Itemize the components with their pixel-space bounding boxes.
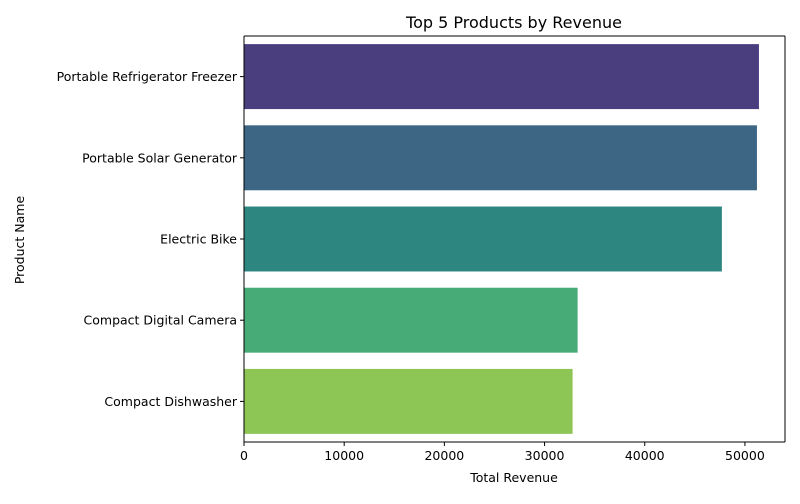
x-tick-label: 20000 [424, 448, 464, 463]
y-tick-label: Electric Bike [160, 232, 237, 247]
bar [244, 44, 759, 110]
chart-title: Top 5 Products by Revenue [405, 13, 622, 32]
y-tick-label: Compact Dishwasher [104, 394, 237, 409]
y-tick-label: Compact Digital Camera [84, 313, 237, 328]
x-tick-label: 50000 [725, 448, 765, 463]
x-tick-label: 40000 [625, 448, 665, 463]
x-axis-label: Total Revenue [469, 470, 558, 485]
x-tick-label: 0 [240, 448, 248, 463]
y-tick-label: Portable Refrigerator Freezer [57, 69, 238, 84]
bars-layer [244, 44, 759, 434]
bar [244, 287, 578, 353]
y-axis-label: Product Name [12, 196, 27, 285]
bar [244, 125, 757, 191]
bar [244, 368, 573, 434]
x-tick-label: 10000 [324, 448, 364, 463]
axes-layer: Portable Refrigerator Freezer Portable So… [57, 35, 786, 463]
y-tick-label: Portable Solar Generator [82, 150, 238, 165]
x-tick-label: 30000 [525, 448, 565, 463]
bar [244, 206, 722, 272]
